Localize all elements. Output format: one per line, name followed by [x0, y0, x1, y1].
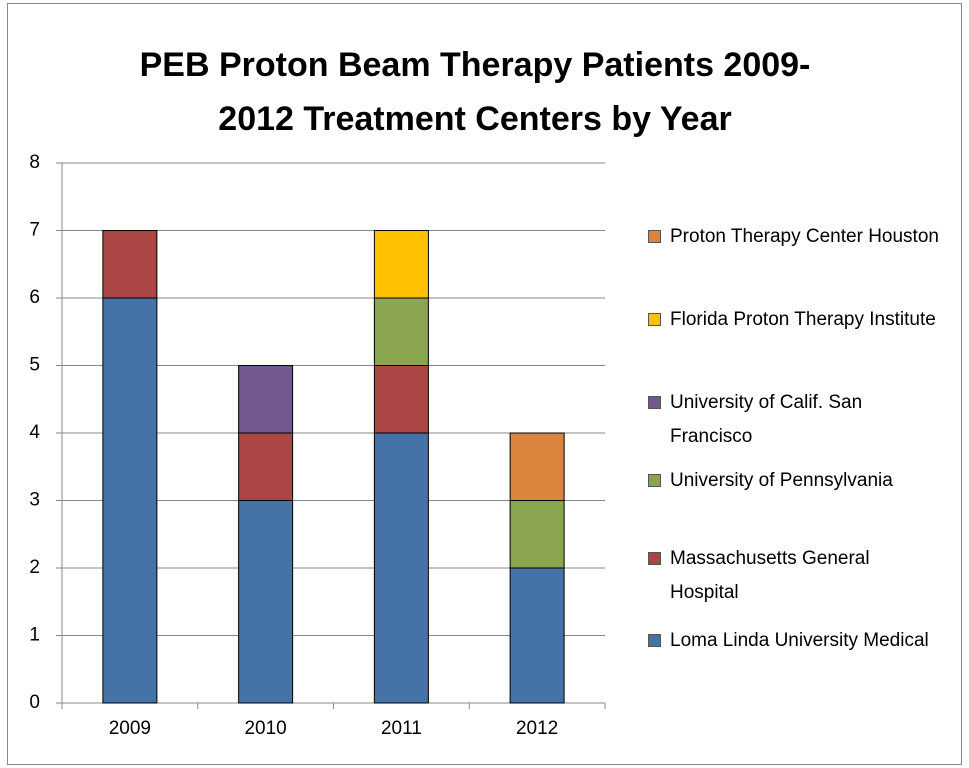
bar-segment	[102, 297, 158, 704]
bar-segment	[238, 432, 294, 501]
legend-swatch	[648, 313, 661, 326]
bar-segment	[509, 500, 565, 569]
legend-label: University of Calif. San Francisco	[670, 392, 863, 447]
y-tick-label: 1	[29, 625, 40, 646]
bar-segment	[373, 230, 429, 299]
y-tick-label: 8	[29, 152, 40, 173]
x-tick-label: 2010	[244, 718, 286, 739]
x-tick-label: 2009	[109, 718, 151, 739]
legend-label: Proton Therapy Center Houston	[670, 226, 939, 247]
legend-item: Proton Therapy Center Houston	[648, 220, 948, 254]
legend-item: University of Calif. San Francisco	[648, 386, 948, 454]
legend-swatch	[648, 634, 661, 647]
legend-item: Massachusetts General Hospital	[648, 542, 948, 610]
y-tick-label: 5	[29, 355, 40, 376]
y-tick-label: 6	[29, 287, 40, 308]
y-tick-label: 2	[29, 557, 40, 578]
bar-segment	[238, 500, 294, 704]
y-tick-label: 4	[29, 422, 40, 443]
y-tick-label: 0	[29, 692, 40, 713]
legend-swatch	[648, 552, 661, 565]
legend-item: Florida Proton Therapy Institute	[648, 303, 948, 337]
legend-label: Massachusetts General Hospital	[670, 548, 870, 603]
bar-segment	[373, 297, 429, 366]
x-tick-label: 2012	[516, 718, 558, 739]
bar-segment	[373, 432, 429, 704]
legend-label: University of Pennsylvania	[670, 470, 893, 491]
y-tick-label: 3	[29, 490, 40, 511]
legend-label: Loma Linda University Medical	[670, 630, 929, 651]
y-tick-label: 7	[29, 220, 40, 241]
x-tick-label: 2011	[381, 718, 422, 739]
legend-swatch	[648, 474, 661, 487]
legend-item: Loma Linda University Medical	[648, 624, 948, 658]
bar-segment	[102, 230, 158, 299]
legend-swatch	[648, 230, 661, 243]
chart-title: PEB Proton Beam Therapy Patients 2009-20…	[139, 46, 811, 138]
chart-frame	[7, 3, 962, 765]
legend-label: Florida Proton Therapy Institute	[670, 309, 936, 330]
bar-segment	[238, 365, 294, 434]
legend-swatch	[648, 396, 661, 409]
bar-segment	[509, 567, 565, 704]
bar-segment	[373, 365, 429, 434]
legend-item: University of Pennsylvania	[648, 464, 948, 498]
bar-segment	[509, 432, 565, 501]
